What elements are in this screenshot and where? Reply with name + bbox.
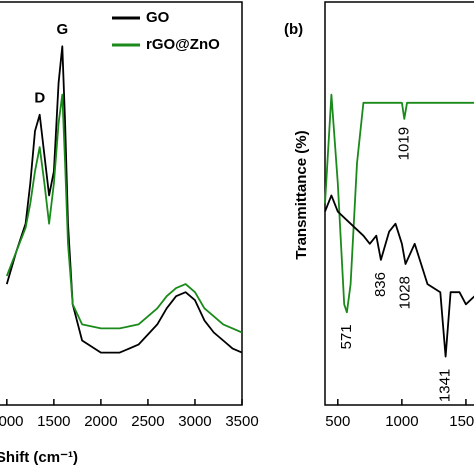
plot-frame xyxy=(0,1,243,406)
x-tick-label: 1500 xyxy=(449,413,474,430)
x-tick-label: 3000 xyxy=(178,413,211,430)
y-axis-label: Transmittance (%) xyxy=(293,130,310,259)
legend-label: rGO@ZnO xyxy=(146,36,220,53)
x-tick-label: 2000 xyxy=(84,413,117,430)
x-tick-label: 1500 xyxy=(37,413,70,430)
peak-label: 1019 xyxy=(395,127,412,160)
x-tick-label: 3500 xyxy=(225,413,258,430)
x-axis-label: Raman Shift (cm⁻¹) xyxy=(0,449,78,466)
x-tick-label: 1000 xyxy=(0,413,24,430)
peak-label: 1341 xyxy=(437,369,454,402)
spectrum-line xyxy=(5,93,243,334)
x-tick-label: 1000 xyxy=(385,413,418,430)
peak-label: D xyxy=(34,90,45,107)
peak-label: 1028 xyxy=(396,276,413,309)
legend-label: GO xyxy=(146,9,170,26)
spectrum-line xyxy=(324,93,474,314)
spectrum-line xyxy=(5,45,243,354)
x-tick-label: 500 xyxy=(325,413,350,430)
panel-label: (b) xyxy=(284,21,303,38)
x-tick-label: 2500 xyxy=(131,413,164,430)
peak-label: G xyxy=(56,21,68,38)
spectrum-line xyxy=(324,194,474,358)
peak-label: 836 xyxy=(372,272,389,297)
peak-label: 571 xyxy=(338,324,355,349)
